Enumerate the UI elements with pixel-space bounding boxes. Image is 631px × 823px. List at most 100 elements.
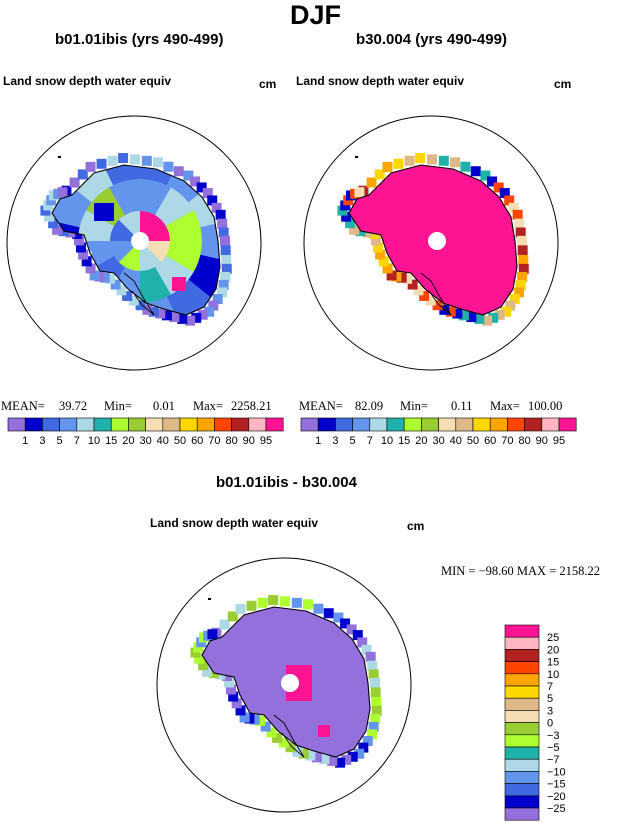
panel3-units-label: cm: [407, 519, 425, 533]
panel3-coastal-cell: [198, 660, 209, 671]
panel3-coastal-cell: [371, 705, 382, 716]
panel3-colorbar-swatch: [504, 783, 540, 797]
panel3-coastal-cell: [323, 608, 334, 619]
panel3-coastal-cell: [193, 642, 204, 653]
panel2-coastal-cell: [514, 287, 525, 298]
panel1-field-sector: [140, 219, 170, 241]
panel1-colorbar-swatch: [7, 417, 26, 432]
panel1-ice-shelf-line: [123, 272, 155, 316]
panel2-variable-label: Land snow depth water equiv: [296, 74, 465, 88]
panel2-coastal-cell: [337, 205, 348, 216]
panel2-colorbar-swatch: [558, 417, 577, 432]
panel1-coastal-cell: [110, 279, 121, 290]
panel3-coastal-cell: [257, 597, 268, 608]
panel1-colorbar-swatch: [248, 417, 267, 432]
panel1-coastal-cell: [212, 294, 223, 305]
panel1-coastal-cell: [85, 161, 96, 172]
panel2-colorbar: 1 3 5 7 10 15 20 30 40 50 60 70 80 90 95: [300, 417, 577, 447]
panel1-coastal-cell: [48, 218, 59, 229]
panel2-coastal-cell: [518, 263, 529, 274]
panel2-coastal-cell: [508, 202, 519, 213]
panel1-coastal-cell: [116, 285, 127, 296]
panel2-coastal-cell: [466, 312, 477, 323]
panel2-colorbar-swatch: [472, 417, 491, 432]
panel2-colorbar-tick-label: 1: [315, 435, 321, 447]
panel2-coastal-cell: [386, 270, 397, 281]
panel2-colorbar-swatch: [352, 417, 371, 432]
panel3-colorbar-tick-label: −20: [547, 791, 566, 803]
panel1-coastal-cell: [211, 202, 222, 213]
panel2-colorbar-swatch: [403, 417, 422, 432]
panel2-colorbar-tick-label: 5: [350, 435, 356, 447]
panel1-coastal-cell: [169, 312, 180, 323]
panel1-coastal-cell: [75, 242, 86, 253]
panel1-field-sector: [140, 266, 171, 303]
panel3-colorbar-swatch: [504, 673, 540, 687]
panel1-coastal-cell: [221, 254, 232, 265]
panel2-coastal-cell: [480, 170, 491, 181]
panel2-coastal-cell: [460, 161, 471, 172]
panel1-coastal-cell: [105, 273, 116, 284]
panel3-colorbar-swatch: [504, 661, 540, 675]
panel1-coastal-cell: [204, 306, 215, 317]
panel3-colorbar-swatch: [504, 734, 540, 748]
panel1-coastal-cell: [141, 155, 152, 166]
panel2-coastal-cell: [407, 279, 418, 290]
panel1-colorbar-swatch: [128, 417, 146, 432]
panel2-coastal-cell: [504, 195, 515, 206]
panel3-colorbar-tick-label: 25: [547, 632, 559, 644]
panel1-coastal-cell: [118, 153, 129, 164]
panel1-colorbar-swatch: [24, 417, 43, 432]
panel1-coastal-cell: [73, 235, 84, 246]
panel2-case-title: b30.004 (yrs 490-499): [356, 31, 507, 48]
panel1-colorbar-tick-label: 90: [243, 435, 255, 447]
panel1-coastal-cell: [190, 176, 201, 187]
panel2-coastal-cell: [438, 155, 449, 166]
panel1-field-sector: [140, 241, 162, 271]
panel2-max-value: 100.00: [528, 399, 563, 413]
panel2-coastal-cell: [512, 209, 523, 220]
panel3-coastal-cell: [333, 612, 344, 623]
panel1-coastal-cell: [89, 270, 100, 281]
panel3-map: [156, 557, 412, 813]
panel1-colorbar-swatch: [76, 417, 95, 432]
panel3-coastal-cell: [311, 752, 322, 763]
panel3-colorbar-tick-label: 20: [547, 644, 559, 656]
panel1-field-sector: [155, 187, 194, 226]
panel2-coastal-cell: [517, 271, 528, 282]
panel2-coastal-cell: [393, 158, 404, 169]
panel3-coastal-cell: [352, 630, 363, 641]
panel2-coastal-cell: [425, 295, 436, 306]
panel1-colorbar-tick-label: 30: [139, 435, 151, 447]
panel2-mean-value: 82.09: [355, 399, 384, 413]
panel2-colorbar-tick-label: 10: [381, 435, 393, 447]
panel2-coastal-cell: [449, 157, 460, 168]
panel3-field-patch: [318, 725, 330, 737]
panel2-colorbar-swatch: [317, 417, 336, 432]
panel3-coastal-cell: [358, 742, 369, 753]
panel3-coastal-cell: [231, 698, 242, 709]
panel2-colorbar-tick-label: 40: [450, 435, 462, 447]
panel2-map: [303, 115, 559, 371]
panel1-coastal-cell: [221, 263, 232, 274]
panel1-coastal-cell: [99, 272, 110, 283]
panel3-coastal-cell: [298, 748, 309, 759]
panel1-coastline: [51, 164, 221, 316]
panel3-colorbar-tick-label: 5: [547, 693, 553, 705]
panel2-min-value: 0.11: [451, 399, 473, 413]
panel2-colorbar-swatch: [386, 417, 405, 432]
panel3-coastal-cell: [235, 705, 246, 716]
panel1-colorbar-swatch: [179, 417, 198, 432]
panel1-field-patch: [94, 203, 114, 221]
panel3-coastal-cell: [255, 715, 266, 726]
panel1-coastal-cell: [207, 195, 218, 206]
panel3-colorbar-tick-label: 7: [547, 681, 553, 693]
panel3-coastal-cell: [279, 596, 290, 607]
panel3-coastal-cell: [357, 637, 368, 648]
panel1-field-sector: [165, 241, 202, 272]
panel1-field-sector: [52, 172, 92, 228]
panel2-coastline: [348, 164, 518, 316]
panel3-coastal-cell: [278, 737, 289, 748]
panel3-ice-shelf-line: [273, 714, 305, 758]
